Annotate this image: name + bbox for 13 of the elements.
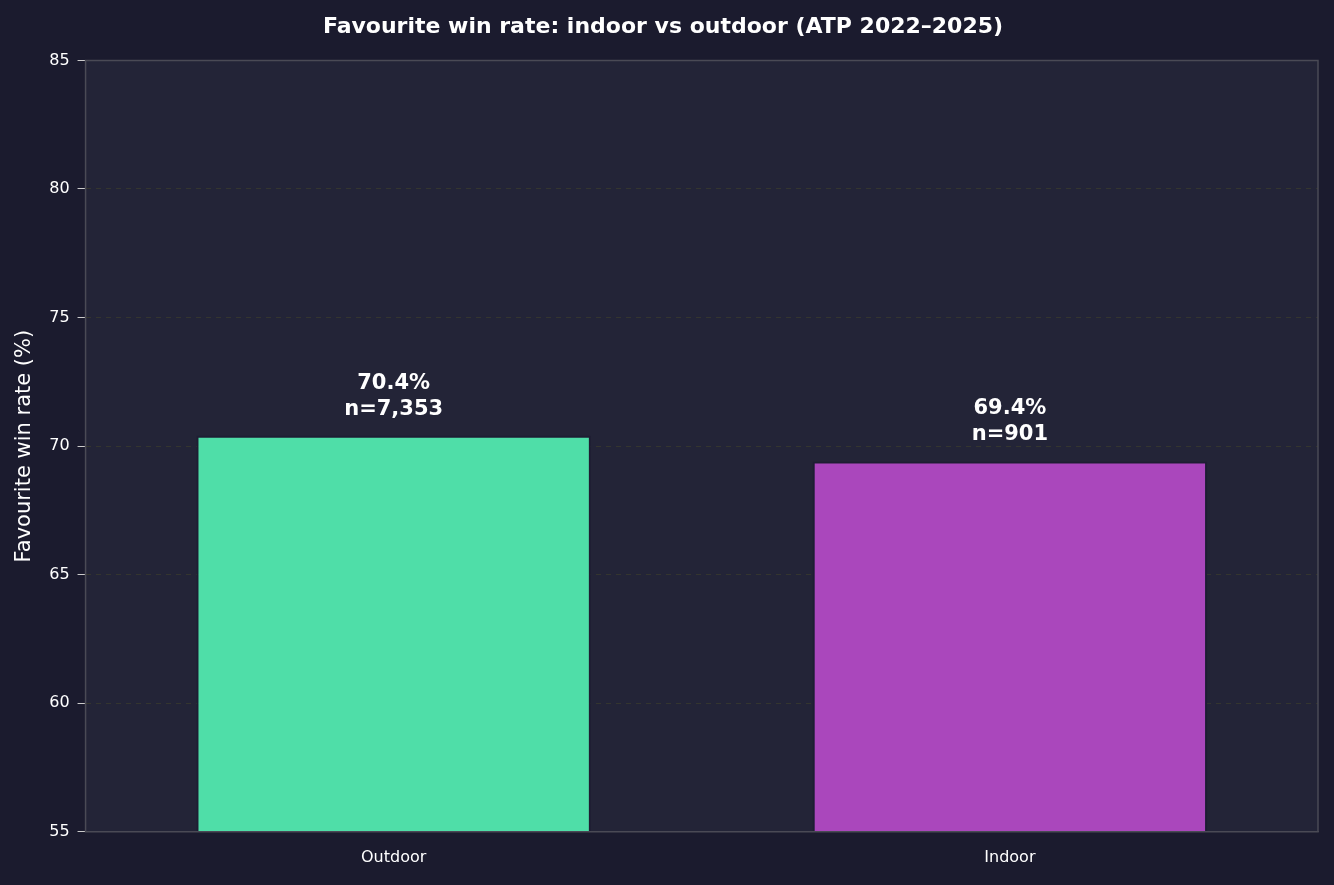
- y-axis-title: Favourite win rate (%): [11, 329, 36, 563]
- y-tick-label: 85: [49, 49, 70, 69]
- y-tick-label: 80: [49, 178, 70, 198]
- y-tick-label: 60: [49, 692, 70, 712]
- x-tick-label: Indoor: [984, 846, 1036, 866]
- data-label: 70.4% n=7,353: [344, 369, 444, 420]
- x-tick-label: Outdoor: [361, 846, 427, 866]
- y-tick-label: 70: [49, 435, 70, 455]
- chart-title: Favourite win rate: indoor vs outdoor (ATP 2022–2025): [322, 12, 1004, 38]
- y-tick-label: 65: [49, 563, 70, 583]
- y-tick-label: 75: [49, 306, 70, 326]
- y-tick-label: 55: [49, 820, 70, 840]
- data-label: 69.4% n=901: [971, 395, 1049, 446]
